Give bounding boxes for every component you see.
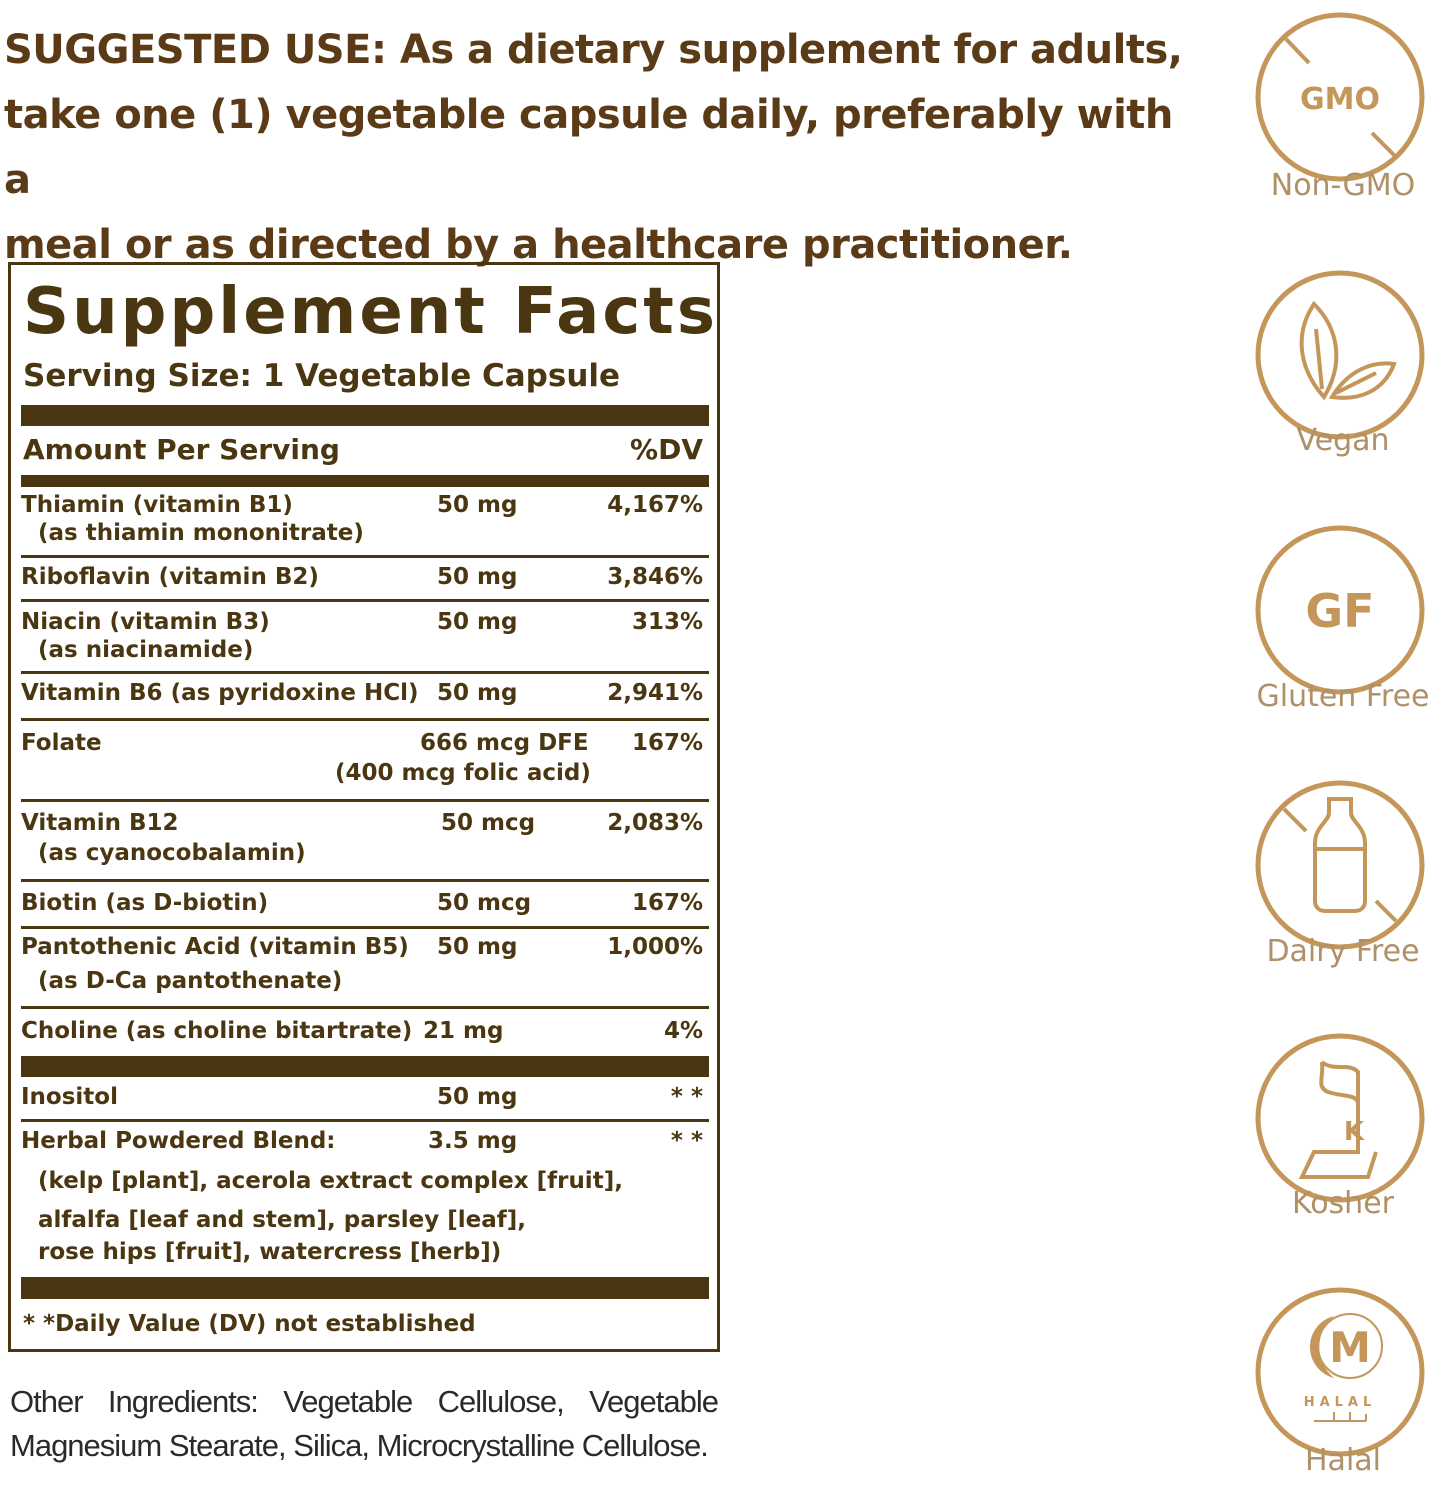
nutrient-amount: 3.5 mg	[428, 1128, 518, 1154]
nutrient-amount: 50 mg	[437, 564, 518, 590]
non-gmo-icon: GMO	[1254, 11, 1426, 183]
nutrient-name: Vitamin B6 (as pyridoxine HCl)	[21, 680, 419, 706]
gluten-free-icon: GF	[1254, 524, 1426, 696]
nutrient-source: (as niacinamide)	[38, 637, 254, 663]
herbal-blend-ingredients: alfalfa [leaf and stem], parsley [leaf],	[38, 1207, 527, 1233]
nutrient-name: Folate	[21, 730, 102, 756]
thick-divider	[21, 1277, 709, 1299]
svg-text:K: K	[1344, 1117, 1365, 1147]
herbal-blend-ingredients: rose hips [fruit], watercress [herb])	[38, 1239, 502, 1265]
nutrient-amount-detail: (400 mcg folic acid)	[335, 760, 591, 786]
badge-label: Gluten Free	[1256, 679, 1430, 714]
row-divider	[21, 718, 709, 721]
nutrient-amount: 50 mcg	[441, 810, 536, 836]
svg-text:GMO: GMO	[1300, 82, 1380, 117]
nutrient-name: Inositol	[21, 1084, 118, 1110]
nutrient-dv: 1,000%	[607, 934, 703, 960]
nutrient-name: Biotin (as D-biotin)	[21, 890, 269, 916]
halal-icon: M HALAL	[1254, 1286, 1426, 1458]
nutrient-name: Thiamin (vitamin B1)	[21, 492, 293, 518]
serving-size: Serving Size: 1 Vegetable Capsule	[23, 358, 621, 394]
nutrient-amount: 666 mcg DFE	[420, 730, 589, 756]
nutrient-amount: 50 mg	[437, 609, 518, 635]
nutrient-source: (as D-Ca pantothenate)	[38, 968, 343, 994]
thick-divider	[21, 475, 709, 487]
nutrient-dv: 2,941%	[607, 680, 703, 706]
nutrient-name: Choline (as choline bitartrate)	[21, 1018, 413, 1044]
nutrient-dv: * *	[670, 1084, 703, 1110]
nutrient-name: Pantothenic Acid (vitamin B5)	[21, 934, 409, 960]
nutrient-dv: 167%	[631, 890, 703, 916]
herbal-blend-ingredients: (kelp [plant], acerola extract complex […	[38, 1168, 623, 1194]
amount-per-serving-header: Amount Per Serving	[23, 433, 340, 466]
row-divider	[21, 799, 709, 802]
badge-label: Halal	[1305, 1443, 1381, 1478]
vegan-leaf-icon	[1254, 269, 1426, 441]
svg-text:M: M	[1329, 1323, 1371, 1372]
other-ingredients: Other Ingredients: Vegetable Cellulose, …	[10, 1384, 719, 1463]
nutrient-dv: 313%	[631, 609, 703, 635]
nutrient-dv: 4%	[663, 1018, 703, 1044]
row-divider	[21, 879, 709, 882]
row-divider	[21, 671, 709, 674]
nutrient-amount: 50 mg	[437, 492, 518, 518]
nutrient-source: (as thiamin mononitrate)	[38, 520, 364, 546]
badge-label: Vegan	[1296, 423, 1390, 458]
nutrient-name: Herbal Powdered Blend:	[21, 1128, 336, 1154]
kosher-icon: K	[1254, 1032, 1426, 1204]
dv-footnote: * *Daily Value (DV) not established	[23, 1311, 476, 1337]
nutrient-dv: 167%	[631, 730, 703, 756]
nutrient-dv: * *	[670, 1128, 703, 1154]
nutrient-name: Riboflavin (vitamin B2)	[21, 564, 319, 590]
suggested-use-line: take one (1) vegetable capsule daily, pr…	[4, 92, 1173, 203]
badge-label: Non-GMO	[1270, 168, 1416, 203]
nutrient-amount: 50 mcg	[437, 890, 532, 916]
suggested-use-line: SUGGESTED USE: As a dietary supplement f…	[4, 27, 1183, 73]
nutrient-amount: 21 mg	[423, 1018, 504, 1044]
facts-title: Supplement Facts	[23, 275, 718, 349]
row-divider	[21, 599, 709, 602]
nutrient-amount: 50 mg	[437, 934, 518, 960]
row-divider	[21, 926, 709, 929]
suggested-use-line: meal or as directed by a healthcare prac…	[4, 222, 1073, 268]
thick-divider	[21, 1056, 709, 1077]
row-divider	[21, 1119, 709, 1122]
nutrient-name: Vitamin B12	[21, 810, 179, 836]
svg-text:GF: GF	[1305, 584, 1374, 638]
dv-header: %DV	[630, 433, 703, 466]
supplement-facts-panel: Supplement Facts Serving Size: 1 Vegetab…	[8, 262, 720, 1352]
badge-label: Dairy Free	[1266, 934, 1420, 969]
thick-divider	[21, 405, 709, 426]
nutrient-dv: 3,846%	[607, 564, 703, 590]
nutrient-source: (as cyanocobalamin)	[38, 840, 306, 866]
badge-label: Kosher	[1292, 1186, 1394, 1221]
row-divider	[21, 1006, 709, 1009]
svg-text:HALAL: HALAL	[1304, 1395, 1377, 1410]
dairy-free-bottle-icon	[1254, 779, 1426, 951]
nutrient-name: Niacin (vitamin B3)	[21, 609, 270, 635]
row-divider	[21, 555, 709, 558]
nutrient-amount: 50 mg	[437, 680, 518, 706]
nutrient-dv: 4,167%	[607, 492, 703, 518]
suggested-use: SUGGESTED USE: As a dietary supplement f…	[4, 18, 1204, 278]
nutrient-dv: 2,083%	[607, 810, 703, 836]
nutrient-amount: 50 mg	[437, 1084, 518, 1110]
